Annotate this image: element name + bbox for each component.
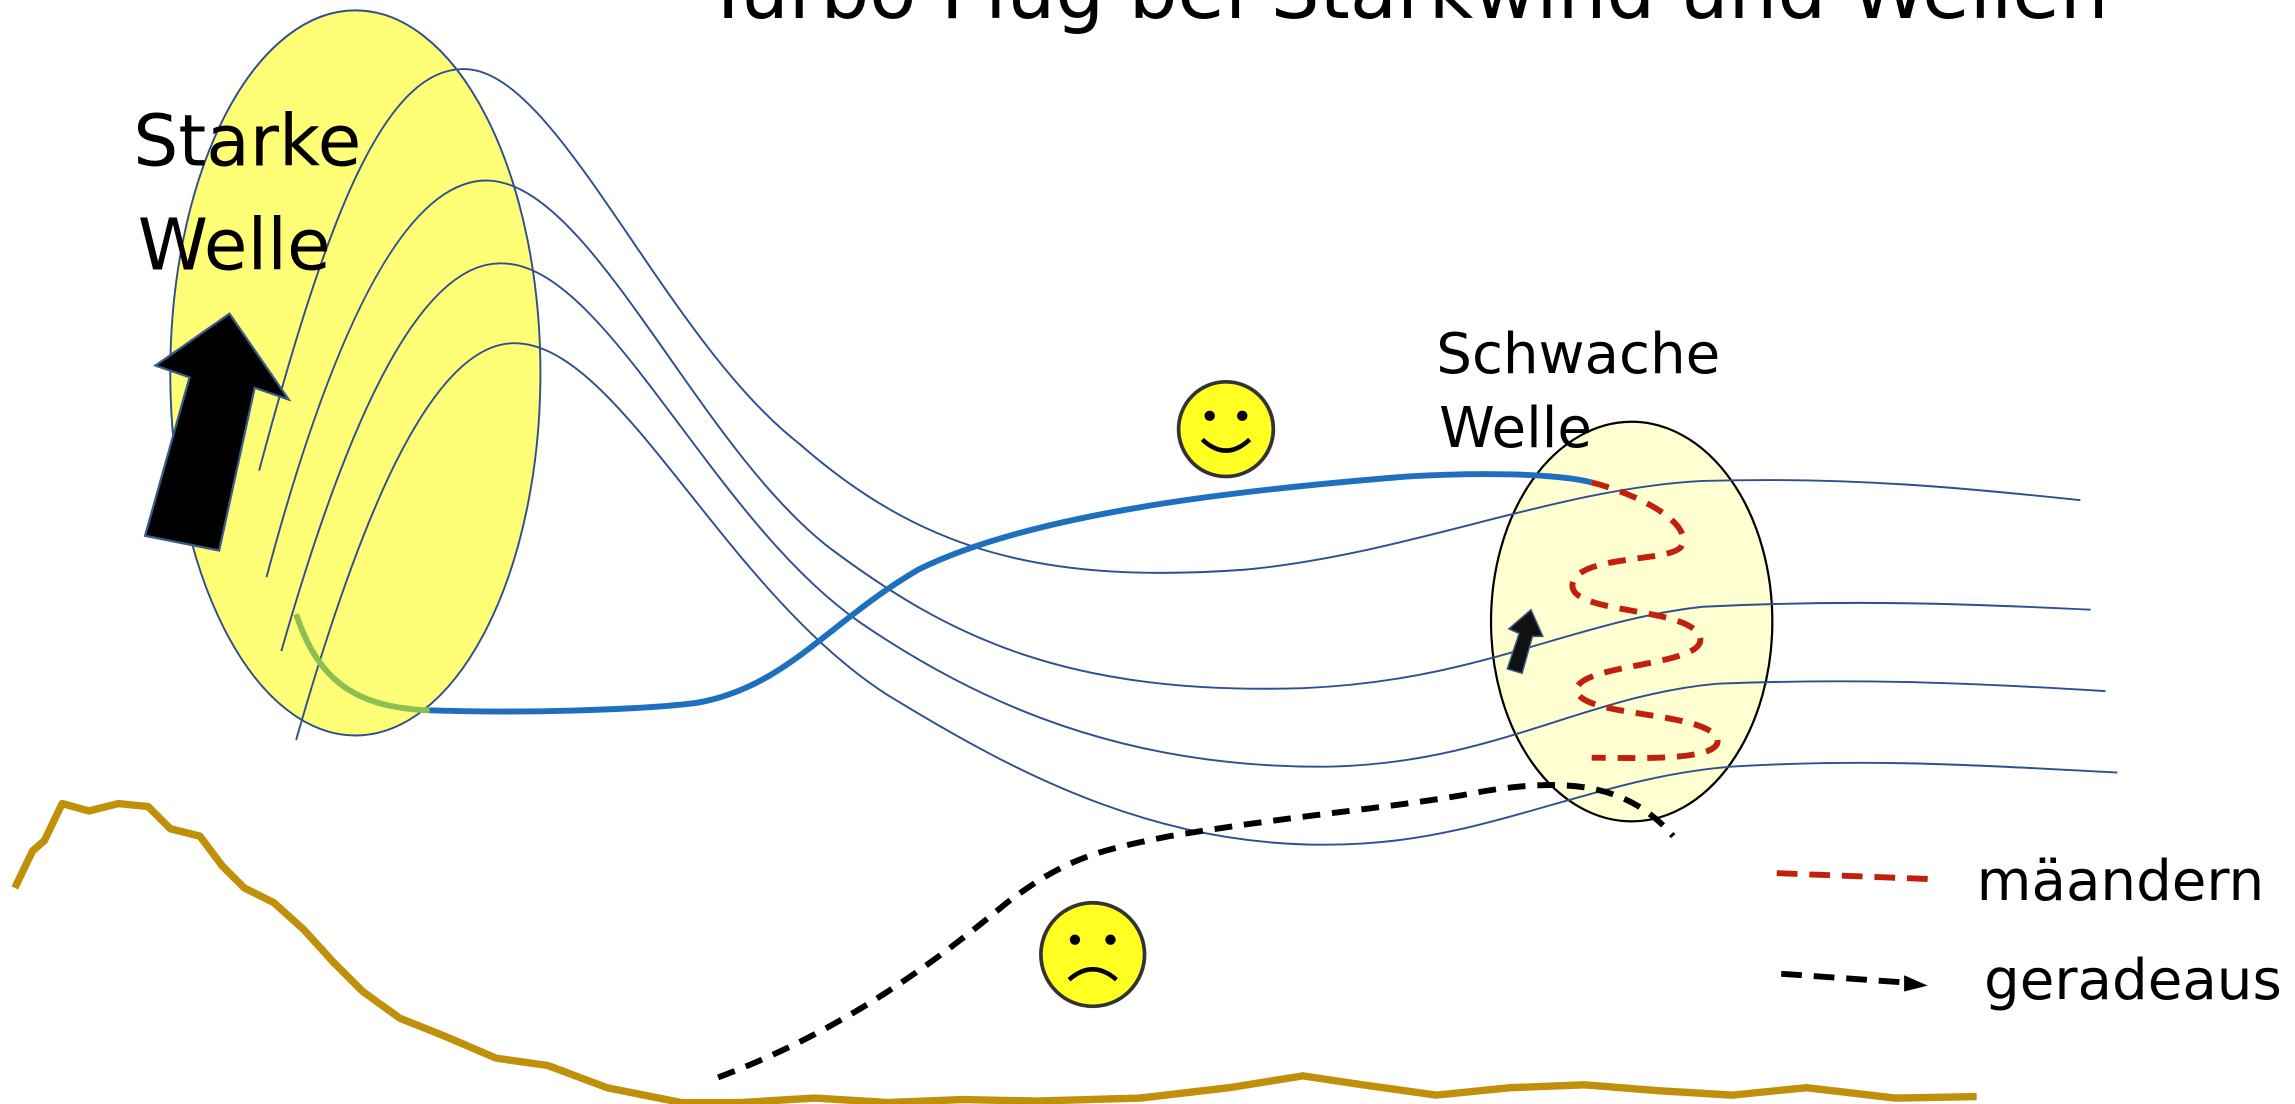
title: Turbo Flug bei Starkwind und Wellen — [704, 0, 2109, 37]
diagram: Turbo Flug bei Starkwind und Wellen Star… — [0, 0, 2295, 1104]
weak-wave-label: Schwache — [1436, 322, 1720, 387]
legend-label: mäandern — [1977, 849, 2265, 914]
strong-wave-label: Welle — [138, 203, 331, 286]
legend-swatch — [1777, 873, 1930, 879]
legend-swatch — [1781, 974, 1907, 983]
terrain — [15, 804, 1977, 1103]
legend-label: geradeaus — [1984, 948, 2282, 1013]
straight-path — [718, 785, 1673, 1077]
strong-wave-label: Starke — [133, 100, 361, 183]
weak-wave-label: Welle — [1439, 396, 1592, 461]
sad-face — [1041, 903, 1145, 1007]
happy-face — [1179, 382, 1274, 477]
legend-arrowhead — [1904, 975, 1928, 991]
